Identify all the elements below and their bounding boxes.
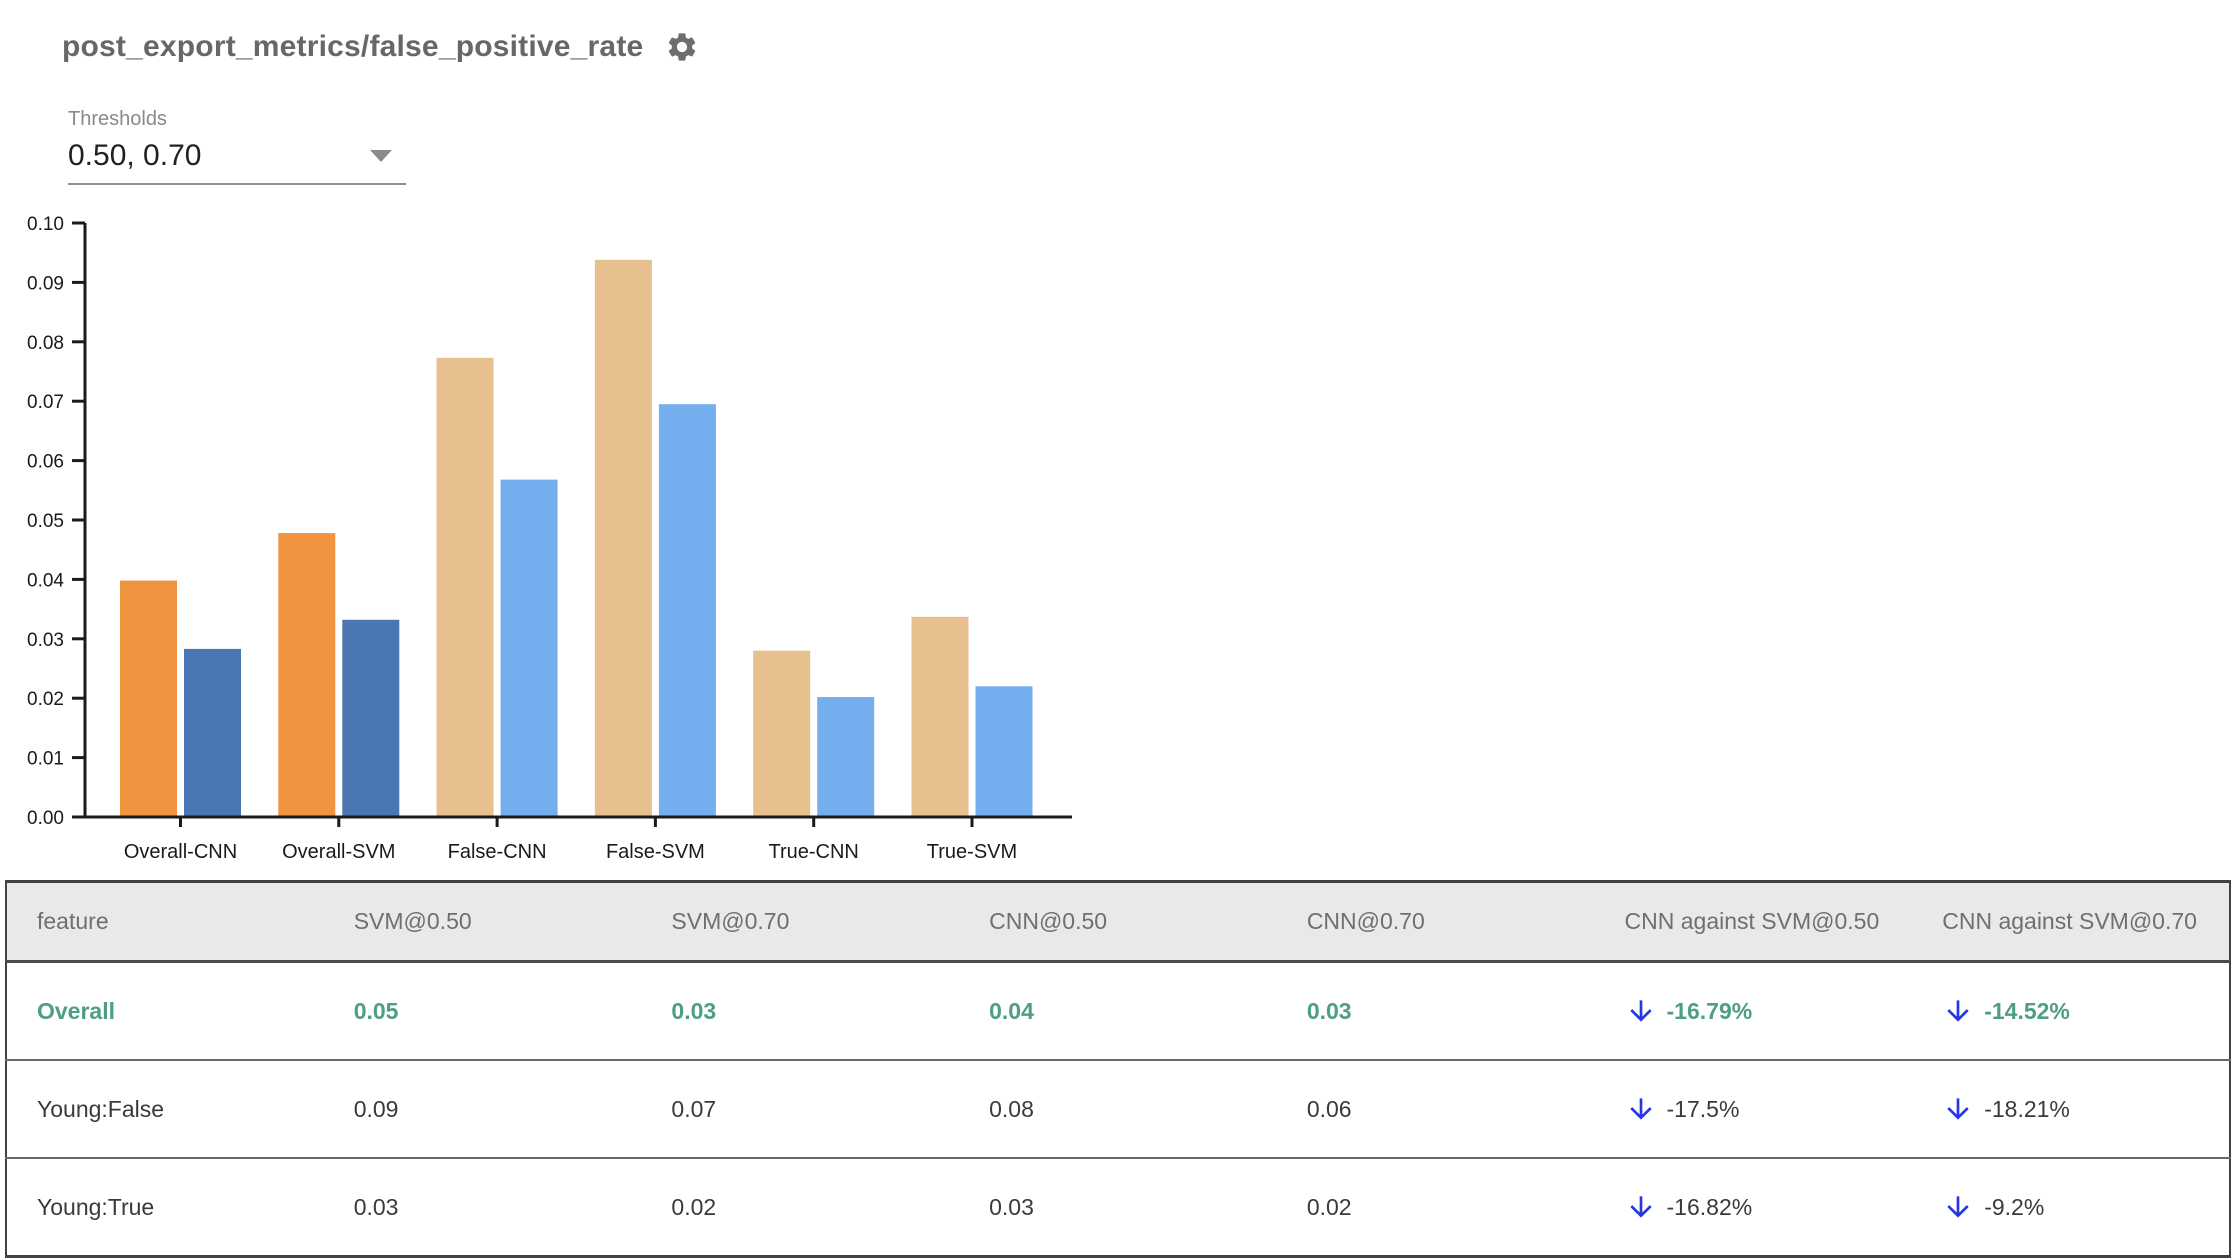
metrics-table: feature SVM@0.50 SVM@0.70 CNN@0.50 CNN@0…: [5, 880, 2231, 1258]
value-cell: 0.03: [641, 960, 960, 1060]
arrow-down-icon: [1942, 1093, 1974, 1125]
y-tick-label: 0.08: [27, 333, 64, 354]
y-tick-label: 0.01: [27, 749, 64, 770]
comparison-cell: -17.5%: [1594, 1059, 1913, 1158]
chevron-down-icon: [370, 150, 392, 162]
metric-header: post_export_metrics/false_positive_rate: [62, 30, 699, 64]
bar-Overall-CNN-threshold-0.50[interactable]: [120, 580, 177, 817]
bar-Overall-CNN-threshold-0.70[interactable]: [184, 648, 241, 817]
y-tick-label: 0.03: [27, 630, 64, 651]
y-tick-label: 0.09: [27, 273, 64, 294]
y-tick-label: 0.07: [27, 392, 64, 413]
arrow-down-icon: [1625, 1093, 1657, 1125]
table-row-young-false: Young:False 0.09 0.07 0.08 0.06 -17.5% -…: [6, 1059, 2230, 1158]
comparison-cell: -16.79%: [1594, 960, 1913, 1060]
thresholds-label: Thresholds: [68, 108, 167, 130]
table-row-overall: Overall 0.05 0.03 0.04 0.03 -16.79% -14.…: [6, 960, 2230, 1060]
col-svm-070: SVM@0.70: [641, 881, 960, 963]
comparison-cell: -9.2%: [1912, 1157, 2230, 1257]
col-feature: feature: [6, 881, 324, 963]
comparison-value: -17.5%: [1666, 1095, 1740, 1122]
bar-True-SVM-threshold-0.70[interactable]: [975, 686, 1033, 817]
y-tick-label: 0.04: [27, 570, 64, 591]
value-cell: 0.08: [959, 1059, 1277, 1158]
bar-False-SVM-threshold-0.70[interactable]: [658, 404, 716, 817]
bar-chart-canvas: Overall-CNN Overall-SVM False-CNN False-SVM…: [27, 214, 1072, 863]
col-cnn-vs-svm-070: CNN against SVM@0.70: [1912, 881, 2230, 963]
comparison-cell: -14.52%: [1912, 960, 2230, 1060]
y-tick-label: 0.00: [27, 808, 64, 829]
x-tick-label: True-SVM: [927, 841, 1017, 863]
y-tick-label: 0.06: [27, 452, 64, 473]
col-cnn-070: CNN@0.70: [1276, 881, 1595, 963]
value-cell: 0.09: [323, 1059, 642, 1158]
value-cell: 0.07: [641, 1059, 960, 1158]
x-tick-label: False-SVM: [606, 841, 705, 863]
value-cell: 0.03: [323, 1157, 642, 1257]
y-tick-label: 0.05: [27, 511, 64, 532]
arrow-down-icon: [1625, 995, 1657, 1027]
comparison-value: -9.2%: [1984, 1193, 2045, 1220]
col-cnn-050: CNN@0.50: [959, 881, 1277, 963]
value-cell: 0.03: [959, 1157, 1277, 1257]
col-cnn-vs-svm-050: CNN against SVM@0.50: [1594, 881, 1913, 963]
comparison-value: -16.79%: [1666, 997, 1753, 1024]
feature-cell: Overall: [6, 960, 324, 1060]
metric-title: post_export_metrics/false_positive_rate: [62, 30, 644, 63]
value-cell: 0.06: [1276, 1059, 1595, 1158]
comparison-value: -18.21%: [1984, 1095, 2070, 1122]
bar-True-CNN-threshold-0.50[interactable]: [753, 650, 811, 817]
bar-False-CNN-threshold-0.70[interactable]: [500, 479, 558, 817]
value-cell: 0.04: [959, 960, 1277, 1060]
x-tick-label: Overall-SVM: [282, 841, 395, 863]
bar-True-CNN-threshold-0.70[interactable]: [817, 697, 875, 817]
comparison-cell: -18.21%: [1912, 1059, 2230, 1158]
value-cell: 0.02: [1276, 1157, 1595, 1257]
value-cell: 0.02: [641, 1157, 960, 1257]
bar-chart: Overall-CNN Overall-SVM False-CNN False-SVM…: [0, 200, 1120, 880]
arrow-down-icon: [1942, 995, 1974, 1027]
x-tick-label: True-CNN: [769, 841, 859, 863]
comparison-value: -14.52%: [1984, 997, 2070, 1024]
y-tick-label: 0.10: [27, 214, 64, 235]
col-svm-050: SVM@0.50: [323, 881, 642, 963]
x-tick-label: Overall-CNN: [124, 841, 237, 863]
thresholds-value: 0.50, 0.70: [68, 139, 202, 172]
bar-False-CNN-threshold-0.50[interactable]: [436, 357, 494, 817]
bar-Overall-SVM-threshold-0.70[interactable]: [342, 619, 400, 817]
arrow-down-icon: [1625, 1191, 1657, 1223]
x-tick-label: False-CNN: [448, 841, 547, 863]
bar-Overall-SVM-threshold-0.50[interactable]: [278, 533, 336, 817]
feature-cell: Young:False: [6, 1059, 324, 1158]
arrow-down-icon: [1942, 1191, 1974, 1223]
thresholds-select[interactable]: Thresholds 0.50, 0.70: [68, 108, 406, 185]
value-cell: 0.05: [323, 960, 642, 1060]
table-row-young-true: Young:True 0.03 0.02 0.03 0.02 -16.82% -…: [6, 1157, 2230, 1257]
bar-False-SVM-threshold-0.50[interactable]: [594, 259, 652, 817]
value-cell: 0.03: [1276, 960, 1595, 1060]
bar-True-SVM-threshold-0.50[interactable]: [911, 616, 969, 817]
comparison-cell: -16.82%: [1594, 1157, 1913, 1257]
table-header-row: feature SVM@0.50 SVM@0.70 CNN@0.50 CNN@0…: [6, 881, 2230, 963]
feature-cell: Young:True: [6, 1157, 324, 1257]
gear-icon[interactable]: [665, 30, 699, 64]
comparison-value: -16.82%: [1666, 1193, 1753, 1220]
y-tick-label: 0.02: [27, 689, 64, 710]
